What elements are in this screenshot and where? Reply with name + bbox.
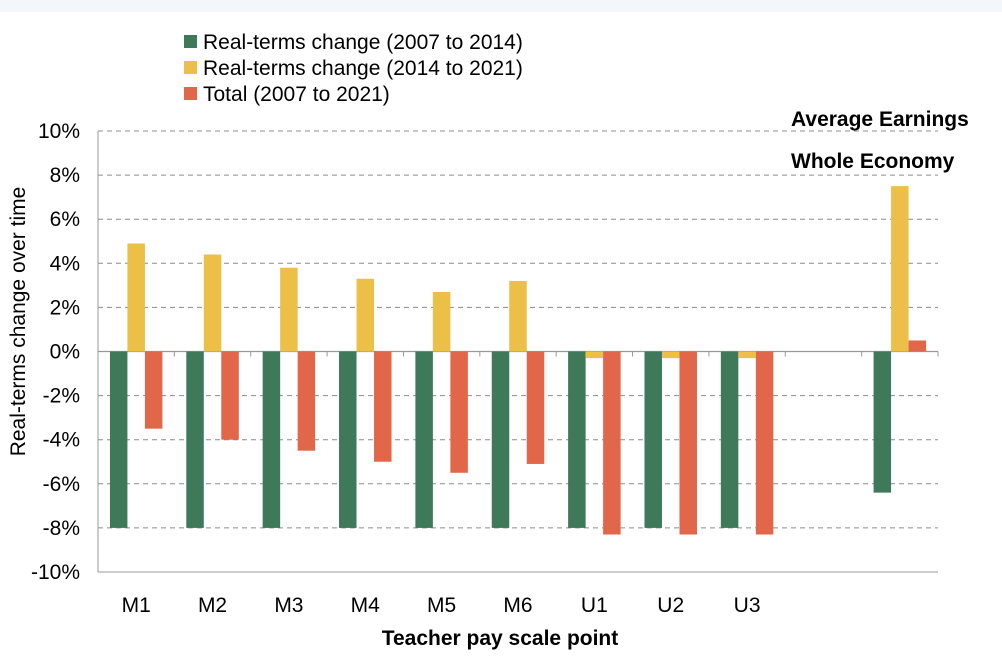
bar-change-2007-2014 <box>339 351 357 528</box>
x-tick-label: M2 <box>198 594 227 617</box>
top-border <box>0 0 1002 12</box>
y-tick-label: 10% <box>38 120 80 143</box>
bar-change-2014-2021 <box>280 267 298 352</box>
legend-label: Total (2007 to 2021) <box>203 83 390 106</box>
y-axis-title: Real-terms change over time <box>7 187 30 457</box>
bar-change-2014-2021 <box>738 351 756 359</box>
bar-change-2007-2014 <box>873 351 892 493</box>
y-tick-label: 4% <box>50 252 80 275</box>
y-tick-label: -4% <box>43 429 80 452</box>
x-tick-label: M4 <box>351 594 380 617</box>
category-annotation: Average Earnings <box>791 108 969 131</box>
x-tick-label: M5 <box>427 594 456 617</box>
bar-change-2007-2014 <box>568 351 586 528</box>
bar-change-2014-2021 <box>585 351 604 359</box>
bar-change-2014-2021 <box>509 280 527 352</box>
bar-total-2007-2021 <box>679 351 697 535</box>
bar-change-2014-2021 <box>432 291 451 352</box>
bar-total-2007-2021 <box>374 351 392 462</box>
bar-total-2007-2021 <box>297 351 316 451</box>
bar-total-2007-2021 <box>144 351 163 429</box>
y-tick-label: -8% <box>43 517 80 540</box>
x-tick-label: U1 <box>581 594 608 617</box>
x-tick-label: M1 <box>122 594 151 617</box>
bar-total-2007-2021 <box>221 351 239 440</box>
bar-total-2007-2021 <box>450 351 468 473</box>
bar-change-2007-2014 <box>262 351 281 528</box>
legend-label: Real-terms change (2007 to 2014) <box>203 31 523 54</box>
bar-change-2014-2021 <box>661 351 680 359</box>
y-tick-label: 2% <box>50 296 80 319</box>
bar-change-2014-2021 <box>203 254 222 352</box>
legend-swatch <box>184 87 197 100</box>
y-tick-label: 8% <box>50 164 80 187</box>
category-annotation: Whole Economy <box>791 150 955 173</box>
bar-total-2007-2021 <box>755 351 774 535</box>
x-tick-label: M3 <box>274 594 303 617</box>
x-tick-label: U2 <box>657 594 684 617</box>
bar-change-2014-2021 <box>356 278 375 352</box>
x-tick-label: M6 <box>503 594 532 617</box>
bar-total-2007-2021 <box>526 351 545 464</box>
y-tick-label: -2% <box>43 385 80 408</box>
y-tick-label: -6% <box>43 473 80 496</box>
bar-change-2007-2014 <box>644 351 662 528</box>
bar-change-2007-2014 <box>186 351 204 528</box>
bar-change-2007-2014 <box>415 351 433 528</box>
bar-total-2007-2021 <box>908 340 927 352</box>
bar-total-2007-2021 <box>603 351 621 535</box>
bar-change-2014-2021 <box>127 243 145 352</box>
y-tick-label: 6% <box>50 208 80 231</box>
bar-change-2007-2014 <box>109 351 128 528</box>
y-tick-label: 0% <box>50 341 80 364</box>
legend-swatch <box>184 35 197 48</box>
bar-change-2007-2014 <box>491 351 510 528</box>
legend-label: Real-terms change (2014 to 2021) <box>203 57 523 80</box>
x-axis-title: Teacher pay scale point <box>382 627 619 650</box>
legend-swatch <box>184 61 197 74</box>
bar-change-2014-2021 <box>891 186 909 352</box>
x-tick-label: U3 <box>734 594 761 617</box>
bar-change-2007-2014 <box>720 351 739 528</box>
y-tick-label: -10% <box>31 561 80 584</box>
